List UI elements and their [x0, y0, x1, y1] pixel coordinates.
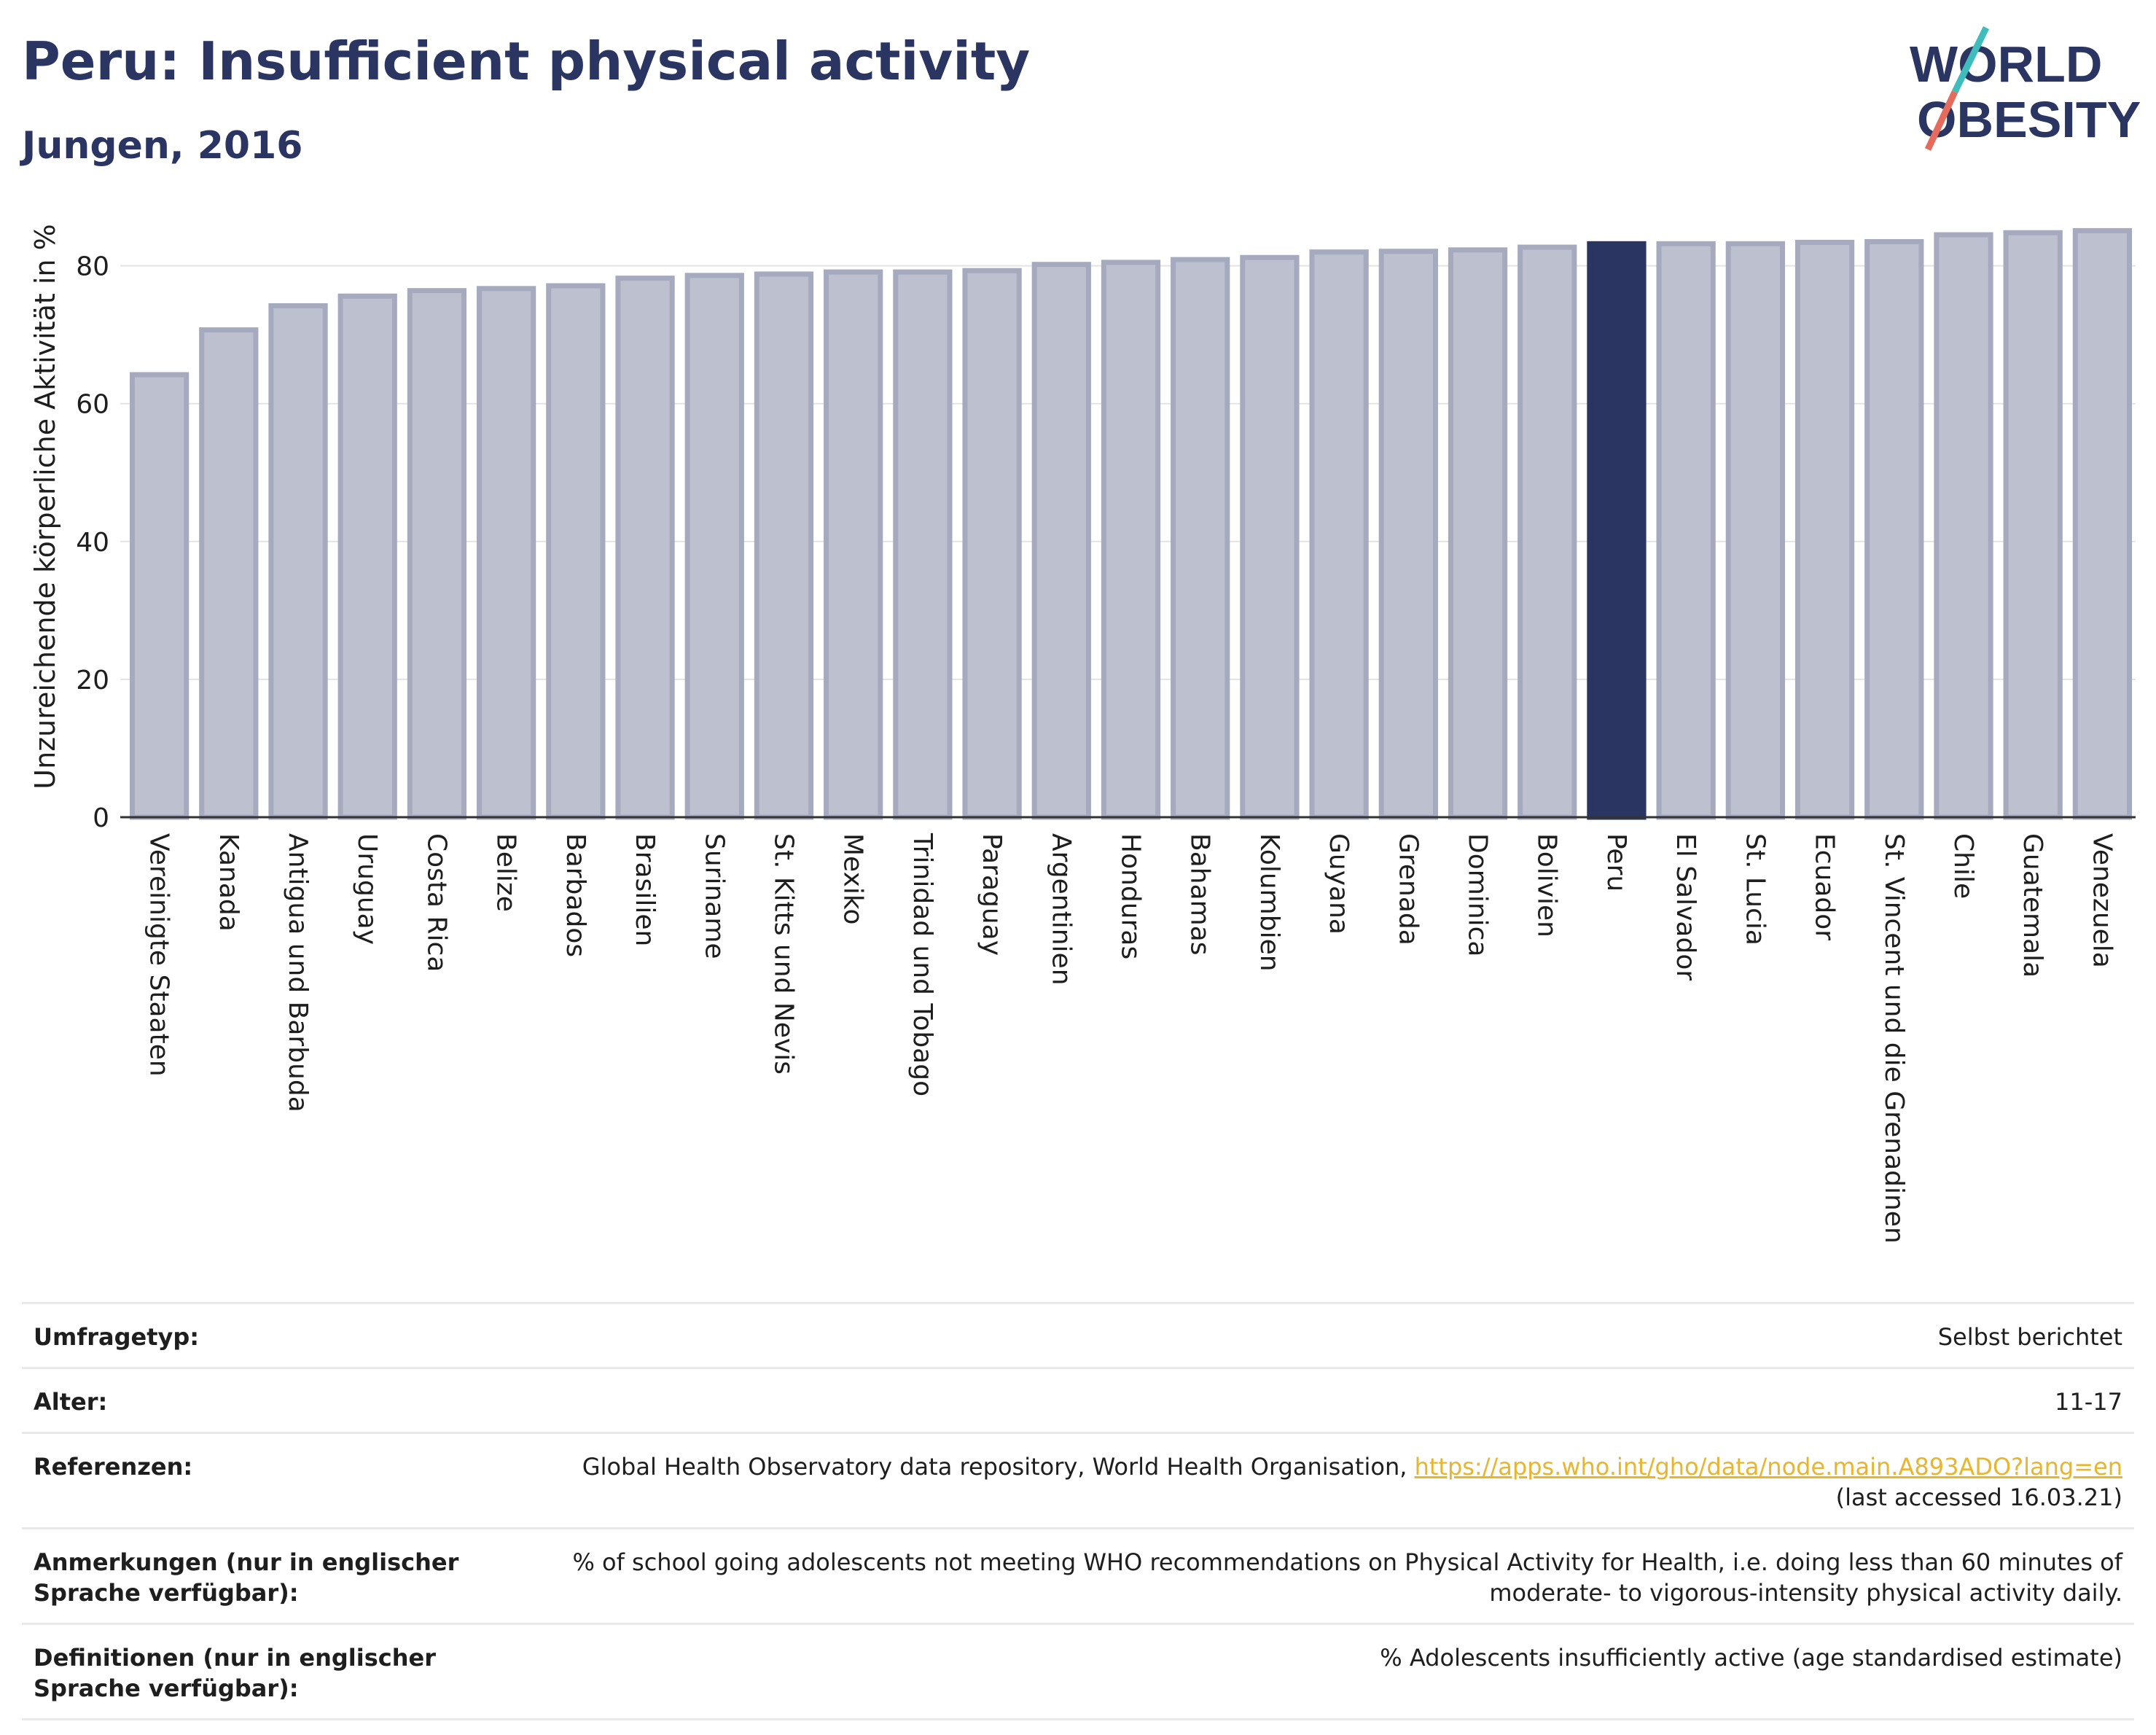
x-tick-label: Guyana — [1324, 833, 1354, 935]
x-tick-label: St. Lucia — [1740, 833, 1770, 946]
y-tick-label: 0 — [93, 803, 109, 833]
info-row: Alter: 11-17 — [22, 1367, 2134, 1432]
bar — [1864, 239, 1924, 820]
info-label: Umfragetyp: — [34, 1323, 200, 1351]
logo-line1: WORLD — [1910, 36, 2102, 93]
info-value: Global Health Observatory data repositor… — [582, 1453, 2122, 1511]
bar — [1378, 249, 1438, 820]
info-label: Referenzen: — [34, 1453, 193, 1481]
bar — [1309, 249, 1369, 820]
info-value: 11-17 — [2055, 1388, 2122, 1416]
x-tick-label: Costa Rica — [421, 833, 451, 972]
bar — [2072, 227, 2133, 820]
y-tick-label: 40 — [76, 528, 109, 558]
bar — [615, 276, 675, 820]
y-tick-label: 80 — [76, 252, 109, 282]
world-obesity-logo: WORLD OBESITY — [1910, 26, 2141, 151]
bar — [129, 372, 190, 820]
bar — [893, 269, 953, 820]
bar — [754, 271, 814, 820]
x-tick-label: Uruguay — [352, 833, 382, 945]
x-tick-label: Paraguay — [977, 833, 1007, 956]
bar — [684, 273, 744, 820]
bar — [2003, 230, 2063, 820]
bar — [1587, 241, 1647, 820]
bars — [129, 227, 2133, 820]
x-tick-label: Grenada — [1393, 833, 1423, 946]
info-label: Anmerkungen (nur in englischer Sprache v… — [34, 1548, 459, 1607]
x-tick-label: Peru — [1601, 833, 1631, 892]
logo-slash-teal — [1951, 26, 1990, 93]
bar — [1031, 262, 1091, 820]
x-tick-label: Dominica — [1463, 833, 1493, 957]
info-value: % of school going adolescents not meetin… — [572, 1548, 2122, 1607]
x-tick-label: Antigua und Barbuda — [283, 833, 313, 1112]
logo-slash-coral — [1924, 90, 1958, 151]
bar — [1518, 244, 1577, 820]
x-tick-label: Honduras — [1116, 833, 1146, 959]
bar — [407, 288, 467, 820]
info-row: Anmerkungen (nur in englischer Sprache v… — [22, 1527, 2134, 1623]
bar — [1934, 232, 1993, 820]
x-tick-label: Argentinien — [1046, 833, 1076, 986]
chart-title: Peru: Insufficient physical activity — [22, 31, 1031, 92]
x-tick-label: Bahamas — [1185, 833, 1215, 956]
bar — [1725, 241, 1785, 820]
x-tick-label: Trinidad und Tobago — [907, 833, 937, 1096]
x-tick-label: Venezuela — [2087, 833, 2117, 968]
bar — [962, 268, 1022, 820]
reference-link[interactable]: https://apps.who.int/gho/data/node.main.… — [1414, 1453, 2122, 1481]
y-tick-label: 20 — [76, 666, 109, 695]
x-tick-label: El Salvador — [1671, 833, 1700, 980]
x-tick-label: Guatemala — [2018, 833, 2047, 978]
info-value: Selbst berichtet — [1937, 1323, 2122, 1351]
x-axis-labels: Vereinigte Staaten Kanada Antigua und Barb… — [144, 833, 2117, 1244]
info-table: Umfragetyp: Selbst berichtet Alter: 11-17 Re… — [22, 1302, 2134, 1720]
bar — [268, 303, 328, 820]
bar — [337, 293, 397, 820]
bar — [1794, 239, 1855, 820]
info-label: Definitionen (nur in englischer Sprache … — [34, 1644, 436, 1702]
x-tick-label: Suriname — [699, 833, 729, 959]
x-tick-label: St. Kitts und Nevis — [768, 833, 798, 1075]
x-tick-label: Bolivien — [1532, 833, 1562, 937]
x-tick-label: Chile — [1948, 833, 1978, 899]
x-tick-label: Belize — [491, 833, 521, 912]
bar — [546, 283, 606, 820]
info-row: Referenzen: Global Health Observatory dat… — [22, 1432, 2134, 1527]
info-row: Umfragetyp: Selbst berichtet — [22, 1302, 2134, 1367]
bar — [1101, 260, 1161, 820]
info-row: Definitionen (nur in englischer Sprache … — [22, 1623, 2134, 1720]
y-axis-ticks: 0 20 40 60 80 — [76, 252, 109, 833]
x-tick-label: Brasilien — [630, 833, 660, 946]
y-tick-label: 60 — [76, 390, 109, 420]
bar — [1171, 257, 1230, 820]
info-value: % Adolescents insufficiently active (age… — [1380, 1644, 2122, 1672]
x-tick-label: Vereinigte Staaten — [144, 833, 174, 1077]
bar — [199, 327, 259, 820]
info-label: Alter: — [34, 1388, 108, 1416]
x-tick-label: Kolumbien — [1254, 833, 1284, 972]
bar — [824, 269, 883, 820]
bar — [477, 286, 536, 820]
x-tick-label: Kanada — [214, 833, 243, 932]
bar — [1656, 241, 1716, 820]
x-tick-label: Ecuador — [1810, 833, 1840, 940]
bar — [1240, 254, 1300, 820]
x-tick-label: St. Vincent und die Grenadinen — [1879, 833, 1909, 1244]
x-tick-label: Mexiko — [838, 833, 868, 924]
y-axis-label: Unzureichende körperliche Aktivität in % — [29, 224, 61, 789]
bar — [1448, 247, 1508, 820]
x-tick-label: Barbados — [561, 833, 590, 957]
bar-chart: 0 20 40 60 80 Vereinigte Staaten Kanada Antigu… — [29, 224, 2136, 1244]
chart-subtitle: Jungen, 2016 — [22, 124, 303, 168]
